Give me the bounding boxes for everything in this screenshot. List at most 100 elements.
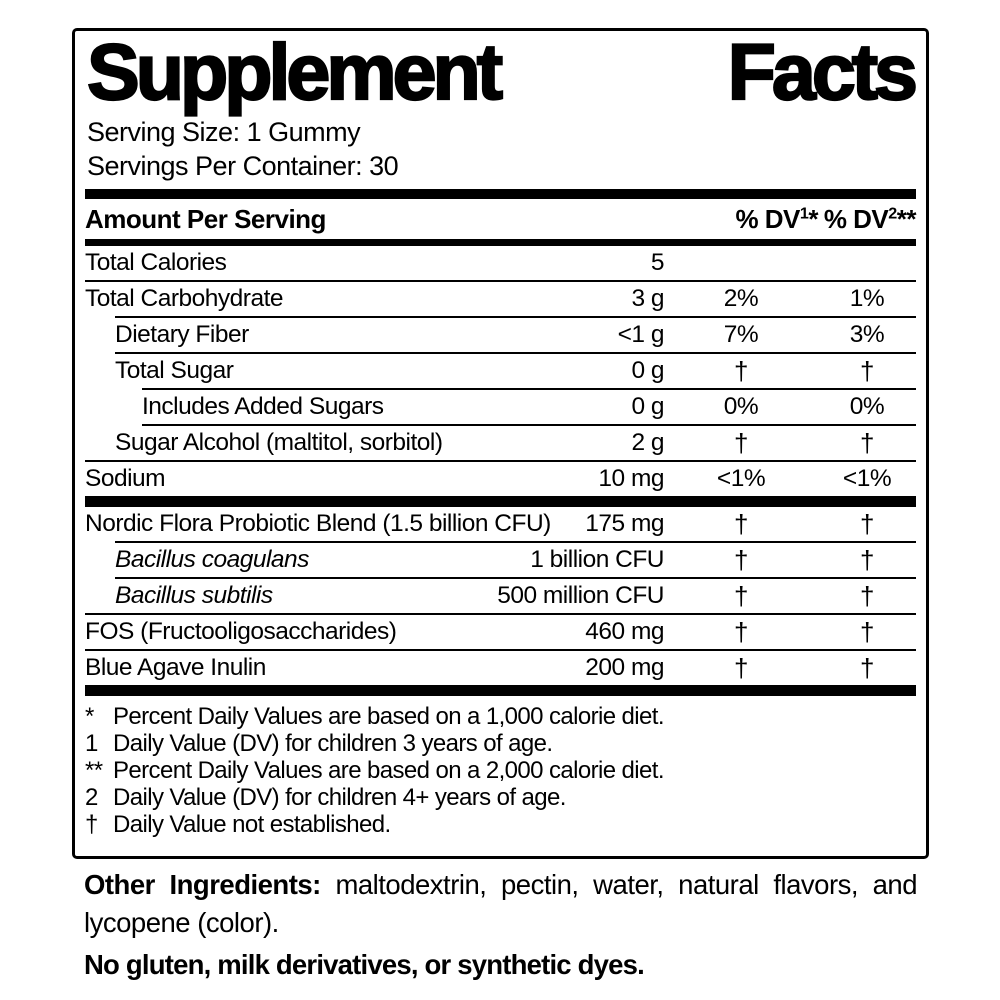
footnote-text: Daily Value (DV) for children 4+ years o…	[113, 784, 566, 811]
footnote: * Percent Daily Values are based on a 1,…	[85, 703, 916, 730]
title-word-supplement: Supplement	[86, 27, 504, 116]
nutrient-amount: 2 g	[631, 429, 664, 456]
nutrient-row: Total Carbohydrate 3 g 2% 1%	[85, 282, 916, 316]
dv2-value: †	[860, 544, 874, 575]
footnotes: * Percent Daily Values are based on a 1,…	[85, 696, 916, 838]
nutrient-row: Total Sugar 0 g † †	[85, 354, 916, 388]
footnote: 1 Daily Value (DV) for children 3 years …	[85, 730, 916, 757]
nutrient-name: Bacillus coagulans	[115, 546, 309, 573]
dv2-value: 0%	[849, 393, 885, 420]
divider-bar-section-2	[85, 685, 916, 696]
serving-size: Serving Size: 1 Gummy	[87, 117, 361, 147]
dv2-value: †	[860, 427, 874, 458]
nutrient-amount: 460 mg	[585, 618, 664, 645]
footnote-marker: †	[85, 811, 98, 838]
nutrient-name: Total Sugar	[115, 357, 234, 384]
dv2-value: 3%	[849, 321, 885, 348]
nutrient-row: Bacillus coagulans 1 billion CFU † †	[85, 543, 916, 577]
dv1-value: †	[734, 355, 748, 386]
footnote-marker: *	[85, 703, 94, 730]
dv2-value: †	[860, 616, 874, 647]
nutrient-amount: 1 billion CFU	[530, 546, 664, 573]
row-divider	[115, 352, 916, 354]
nutrient-row: Dietary Fiber <1 g 7% 3%	[85, 318, 916, 352]
nutrient-row: Blue Agave Inulin 200 mg † †	[85, 651, 916, 685]
nutrient-row: Sodium 10 mg <1% <1%	[85, 462, 916, 496]
serving-info: Serving Size: 1 Gummy Servings Per Conta…	[85, 115, 916, 183]
footnote-text: Daily Value (DV) for children 3 years of…	[113, 730, 553, 757]
row-divider	[115, 541, 916, 543]
row-divider	[85, 460, 916, 462]
nutrient-name: FOS (Fructooligosaccharides)	[85, 618, 397, 645]
nutrient-name: Bacillus subtilis	[115, 582, 273, 609]
dv2-value: †	[860, 355, 874, 386]
table-header-row: Amount Per Serving % DV1* % DV2**	[85, 199, 917, 239]
header-dv2: % DV2**	[823, 203, 917, 234]
nutrient-amount: <1 g	[617, 321, 665, 348]
nutrient-row: FOS (Fructooligosaccharides) 460 mg † †	[85, 615, 916, 649]
nutrient-amount: 0 g	[631, 393, 664, 420]
dv1-value: †	[734, 427, 748, 458]
panel-title: Supplement Facts	[85, 27, 920, 116]
dv1-value: 2%	[723, 285, 759, 312]
nutrient-name: Includes Added Sugars	[142, 393, 384, 420]
supplement-facts-panel: Supplement Facts Serving Size: 1 Gummy S…	[72, 28, 929, 859]
dv1-value: †	[734, 544, 748, 575]
row-divider	[115, 316, 916, 318]
nutrient-name: Sodium	[85, 465, 166, 492]
nutrient-row: Total Calories 5	[85, 246, 916, 280]
header-dv1: % DV1*	[735, 203, 818, 234]
dv1-value: <1%	[716, 465, 766, 492]
row-divider	[85, 613, 916, 615]
footnote-text: Percent Daily Values are based on a 1,00…	[113, 703, 665, 730]
dv2-value: †	[860, 652, 874, 683]
nutrient-row: Includes Added Sugars 0 g 0% 0%	[85, 390, 916, 424]
footnote: 2 Daily Value (DV) for children 4+ years…	[85, 784, 916, 811]
row-divider	[142, 424, 916, 426]
nutrient-amount: 5	[650, 249, 665, 276]
footnote: † Daily Value not established.	[85, 811, 916, 838]
dv2-value: †	[860, 508, 874, 539]
footnote-marker: 2	[85, 784, 98, 811]
title-word-facts: Facts	[727, 27, 920, 116]
nutrient-name: Total Carbohydrate	[85, 285, 284, 312]
row-divider	[85, 649, 916, 651]
header-amount-per-serving: Amount Per Serving	[85, 203, 326, 234]
nutrient-amount: 3 g	[631, 285, 664, 312]
nutrient-row: Nordic Flora Probiotic Blend (1.5 billio…	[85, 507, 916, 541]
nutrient-amount: 175 mg	[585, 510, 664, 537]
row-divider	[142, 388, 916, 390]
nutrient-amount: 200 mg	[585, 654, 664, 681]
nutrient-amount: 10 mg	[598, 465, 664, 492]
nutrient-name: Dietary Fiber	[115, 321, 249, 348]
dv1-value: †	[734, 616, 748, 647]
dv1-value: †	[734, 580, 748, 611]
row-divider	[85, 280, 916, 282]
nutrient-name: Nordic Flora Probiotic Blend (1.5 billio…	[85, 510, 551, 537]
nutrient-name: Total Calories	[85, 249, 227, 276]
dv2-value: <1%	[842, 465, 892, 492]
footnote-text: Percent Daily Values are based on a 2,00…	[113, 757, 665, 784]
nutrient-amount: 0 g	[631, 357, 664, 384]
nutrient-amount: 500 million CFU	[497, 582, 664, 609]
divider-bar-header	[85, 239, 916, 246]
footnote-marker: 1	[85, 730, 98, 757]
row-divider	[115, 577, 916, 579]
nutrient-name: Blue Agave Inulin	[85, 654, 266, 681]
other-ingredients: Other Ingredients: maltodextrin, pectin,…	[84, 866, 918, 942]
other-ingredients-text: maltodextrin, pectin, water, natural fla…	[84, 869, 918, 938]
dv2-value: †	[860, 580, 874, 611]
servings-per-container: Servings Per Container: 30	[87, 151, 399, 181]
dv1-value: 0%	[723, 393, 759, 420]
dv1-value: †	[734, 508, 748, 539]
nutrient-name: Sugar Alcohol (maltitol, sorbitol)	[115, 429, 443, 456]
divider-bar-top	[85, 189, 916, 199]
dv2-value: 1%	[849, 285, 885, 312]
divider-bar-section-1	[85, 496, 916, 507]
nutrient-row: Bacillus subtilis 500 million CFU † †	[85, 579, 916, 613]
other-ingredients-label: Other Ingredients:	[84, 869, 321, 900]
allergen-statement: No gluten, milk derivatives, or syntheti…	[84, 949, 645, 980]
dv1-value: †	[734, 652, 748, 683]
footnote: ** Percent Daily Values are based on a 2…	[85, 757, 916, 784]
